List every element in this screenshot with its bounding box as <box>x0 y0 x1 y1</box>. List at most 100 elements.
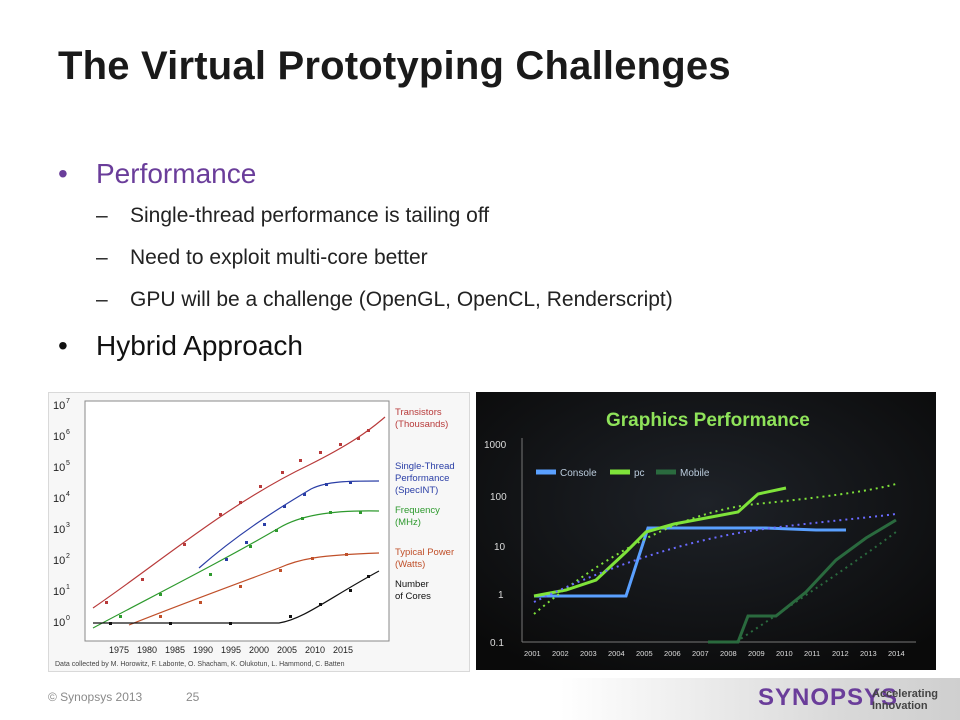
x-tick-label: 1985 <box>165 645 185 655</box>
tagline-line-2: Innovation <box>872 700 928 712</box>
legend-cores-1: Number <box>395 579 429 590</box>
y-tick-label: 10 <box>53 586 65 598</box>
page-number: 25 <box>186 690 200 704</box>
legend-mobile-label: Mobile <box>680 468 710 479</box>
x-tick-label: 2008 <box>720 649 737 658</box>
y-tick-label: 0.1 <box>490 638 504 649</box>
trend-legend: Transistors (Thousands) Single-Thread Pe… <box>395 407 455 602</box>
sub-bullet-text: Need to exploit multi-core better <box>130 246 428 269</box>
bullet-list: • Performance – Single-thread performanc… <box>58 158 918 376</box>
legend-transistors-1: Transistors <box>395 407 442 418</box>
x-tick-label: 2010 <box>305 645 325 655</box>
dash-glyph: – <box>96 204 108 227</box>
graphics-chart-title: Graphics Performance <box>606 410 810 431</box>
x-tick-label: 2009 <box>748 649 765 658</box>
pc-trend-line <box>533 483 897 615</box>
logo-tagline: Accelerating Innovation <box>872 688 938 712</box>
legend-console-label: Console <box>560 468 597 479</box>
graphics-legend: Console pc Mobile <box>536 468 710 479</box>
legend-frequency-2: (MHz) <box>395 517 421 528</box>
dash-glyph: – <box>96 246 108 269</box>
x-tick-label: 2011 <box>804 649 820 658</box>
legend-power-1: Typical Power <box>395 547 454 558</box>
legend-pc-label: pc <box>634 468 645 479</box>
x-tick-label: 2006 <box>664 649 681 658</box>
transistor-markers <box>105 429 370 604</box>
plot-area <box>84 400 390 642</box>
y-tick-label: 100 <box>490 492 507 503</box>
y-tick-label: 10 <box>494 542 506 553</box>
graphics-y-axis: 1000 100 10 1 0.1 <box>484 440 507 649</box>
screen-background <box>476 392 936 670</box>
tagline-line-1: Accelerating <box>872 688 939 700</box>
power-markers <box>159 553 348 618</box>
legend-single-thread-1: Single-Thread <box>395 461 455 472</box>
slide-title: The Virtual Prototyping Challenges <box>58 44 731 88</box>
legend-single-thread-2: Performance <box>395 473 449 484</box>
power-trend-line <box>128 552 380 626</box>
legend-cores-2: of Cores <box>395 591 431 602</box>
transistors-trend-line <box>92 416 386 609</box>
y-tick-label: 10 <box>53 431 65 443</box>
mobile-trend-line <box>735 531 897 643</box>
microprocessor-trend-chart: 10 7 10 6 10 5 10 4 10 3 10 2 10 1 10 0 … <box>48 392 470 672</box>
bullet-hybrid-approach: • Hybrid Approach <box>58 330 918 362</box>
y-tick-exp: 0 <box>66 615 70 622</box>
x-tick-label: 2007 <box>692 649 709 658</box>
graphics-chart-svg: Graphics Performance Console pc Mobile 1… <box>476 392 936 670</box>
x-tick-label: 2010 <box>776 649 793 658</box>
x-tick-label: 2005 <box>636 649 653 658</box>
x-tick-label: 2003 <box>580 649 597 658</box>
cores-markers <box>109 575 370 625</box>
bullet-text: Hybrid Approach <box>96 330 304 361</box>
sub-bullet: – GPU will be a challenge (OpenGL, OpenC… <box>58 288 918 312</box>
y-tick-label: 1 <box>498 590 504 601</box>
frequency-markers <box>119 511 362 618</box>
y-tick-label: 1000 <box>484 440 507 451</box>
x-tick-label: 1990 <box>193 645 213 655</box>
x-tick-label: 2014 <box>888 649 905 658</box>
bullet-performance: • Performance <box>58 158 918 190</box>
footer-gradient <box>560 678 960 720</box>
bullet-glyph: • <box>58 330 68 361</box>
sub-bullet-text: GPU will be a challenge (OpenGL, OpenCL,… <box>130 288 673 311</box>
y-tick-exp: 3 <box>66 522 70 529</box>
dash-glyph: – <box>96 288 108 311</box>
sub-bullet: – Need to exploit multi-core better <box>58 246 918 270</box>
graphics-performance-chart: Graphics Performance Console pc Mobile 1… <box>476 392 936 670</box>
cores-trend-line <box>93 570 380 624</box>
y-tick-exp: 7 <box>66 398 70 405</box>
x-tick-label: 2001 <box>524 649 541 658</box>
y-tick-label: 10 <box>53 524 65 536</box>
copyright: © Synopsys 2013 <box>48 690 143 704</box>
graphics-x-axis: 2001 2002 2003 2004 2005 2006 2007 2008 … <box>524 649 905 658</box>
sub-bullet: – Single-thread performance is tailing o… <box>58 204 918 228</box>
bullet-text: Performance <box>96 158 257 189</box>
x-tick-label: 1975 <box>109 645 129 655</box>
data-credit: Data collected by M. Horowitz, F. Labont… <box>55 661 345 668</box>
y-axis-labels: 10 7 10 6 10 5 10 4 10 3 10 2 10 1 10 0 <box>53 398 70 629</box>
legend-single-thread-3: (SpecINT) <box>395 485 438 496</box>
bullet-glyph: • <box>58 158 68 189</box>
y-tick-label: 10 <box>53 400 65 412</box>
pc-series-line <box>533 486 787 598</box>
x-tick-label: 2013 <box>860 649 877 658</box>
y-tick-exp: 1 <box>66 584 70 591</box>
mobile-series-line <box>708 518 897 644</box>
single-thread-markers <box>225 481 352 561</box>
y-tick-label: 10 <box>53 617 65 629</box>
y-tick-exp: 4 <box>66 491 70 498</box>
x-tick-label: 2012 <box>832 649 849 658</box>
x-tick-label: 2015 <box>333 645 353 655</box>
x-tick-label: 2000 <box>249 645 269 655</box>
y-tick-label: 10 <box>53 493 65 505</box>
x-tick-label: 2002 <box>552 649 569 658</box>
y-tick-label: 10 <box>53 555 65 567</box>
slide-footer: © Synopsys 2013 25 SYNOPSYS Accelerating… <box>0 678 960 720</box>
x-tick-label: 2004 <box>608 649 625 658</box>
y-tick-exp: 2 <box>66 553 70 560</box>
x-tick-label: 2005 <box>277 645 297 655</box>
legend-transistors-2: (Thousands) <box>395 419 448 430</box>
trend-chart-svg: 10 7 10 6 10 5 10 4 10 3 10 2 10 1 10 0 … <box>53 398 455 668</box>
legend-frequency-1: Frequency <box>395 505 440 516</box>
